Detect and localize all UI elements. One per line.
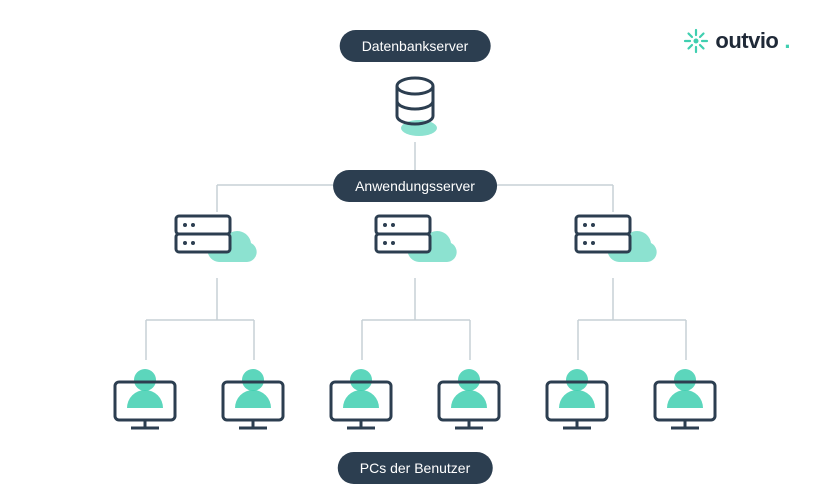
client-pc-icon: [105, 360, 185, 440]
database-icon: [385, 72, 445, 142]
client-pcs-row: [0, 360, 830, 440]
application-servers-row: [0, 208, 830, 278]
client-pc-icon: [213, 360, 293, 440]
client-pc-icon: [429, 360, 509, 440]
client-pc-icon: [321, 360, 401, 440]
client-pc-icon: [645, 360, 725, 440]
server-icon: [170, 208, 260, 278]
client-tier-label: PCs der Benutzer: [338, 452, 493, 484]
server-icon: [370, 208, 460, 278]
sparkle-icon: [683, 28, 709, 54]
application-tier-label: Anwendungsserver: [333, 170, 497, 202]
brand-name: outvio: [715, 28, 778, 54]
client-pc-icon: [537, 360, 617, 440]
database-tier-label: Datenbankserver: [340, 30, 491, 62]
server-icon: [570, 208, 660, 278]
brand-logo: outvio.: [683, 28, 790, 54]
brand-dot: .: [784, 28, 790, 54]
